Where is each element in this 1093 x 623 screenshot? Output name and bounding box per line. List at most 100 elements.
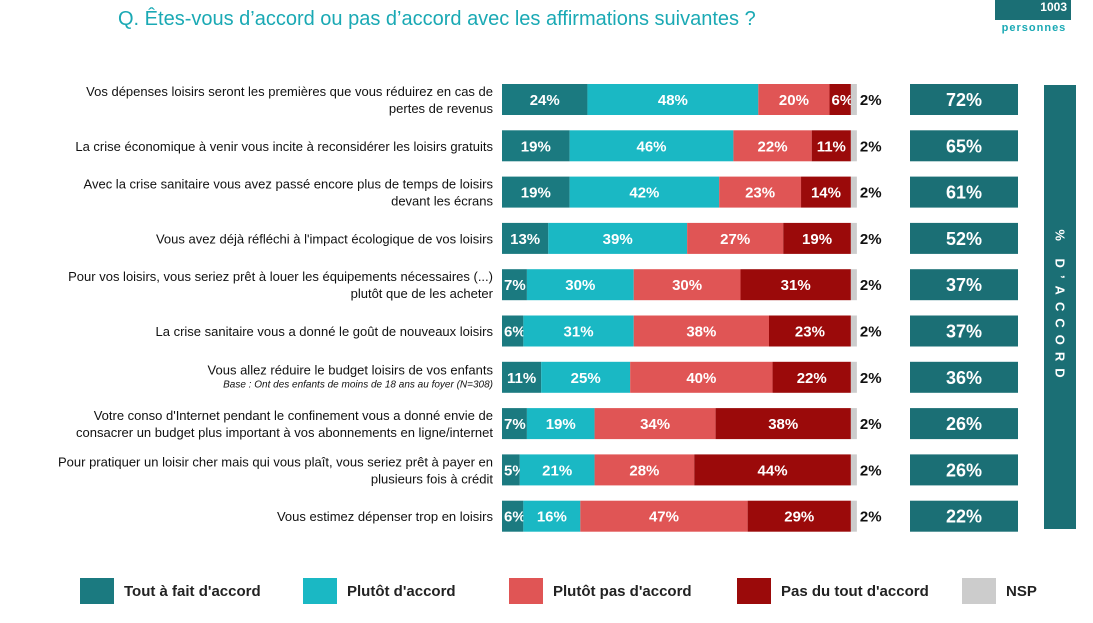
data-label-nsp: 2% — [860, 185, 882, 202]
bar-segment-plutot-pas — [580, 500, 748, 532]
legend-swatch — [303, 578, 337, 604]
data-label-nsp: 2% — [860, 92, 882, 109]
data-label-nsp: 2% — [860, 416, 882, 433]
category-label: Vous allez réduire le budget loisirs de … — [208, 362, 494, 377]
bar-segment-plutot — [569, 176, 720, 208]
bar-segment-plutot-pas — [630, 361, 773, 393]
base-unit: personnes — [1001, 22, 1067, 34]
data-label-tout-a-fait: 13% — [510, 231, 540, 248]
total-accord-box — [910, 130, 1018, 162]
bar-segment-pas-du-tout — [740, 269, 851, 301]
data-label-pas-du-tout: 31% — [781, 277, 811, 294]
legend-label: Plutôt pas d'accord — [553, 583, 692, 600]
data-label-plutot: 30% — [565, 277, 595, 294]
bar-segment-plutot-pas — [633, 315, 769, 347]
category-label: plutôt que de les acheter — [351, 286, 494, 301]
category-label: Pour pratiquer un loisir cher mais qui v… — [58, 454, 493, 469]
bar-segment-pas-du-tout — [747, 500, 851, 532]
total-accord-label: 52% — [946, 229, 982, 249]
bar-segment-plutot — [523, 500, 581, 532]
legend-label: Tout à fait d'accord — [124, 583, 261, 600]
total-accord-box — [910, 84, 1018, 115]
bar-segment-tout-a-fait — [502, 84, 588, 115]
bar-segment-nsp — [850, 408, 857, 440]
legend-label: Plutôt d'accord — [347, 583, 456, 600]
total-accord-box — [910, 454, 1018, 486]
data-label-pas-du-tout: 44% — [758, 462, 788, 479]
bar-segment-plutot-pas — [758, 84, 830, 115]
data-label-plutot-pas: 20% — [779, 92, 809, 109]
data-label-nsp: 2% — [860, 462, 882, 479]
bar-segment-pas-du-tout — [801, 176, 851, 208]
data-label-tout-a-fait: 19% — [521, 185, 551, 202]
total-accord-label: 37% — [946, 275, 982, 295]
data-label-plutot-pas: 34% — [640, 416, 670, 433]
total-accord-label: 61% — [946, 183, 982, 203]
category-label: pertes de revenus — [389, 101, 494, 116]
category-label: Votre conso d'Internet pendant le confin… — [94, 408, 493, 423]
category-label: La crise économique à venir vous incite … — [75, 139, 493, 154]
bar-segment-nsp — [850, 176, 857, 208]
data-label-pas-du-tout: 19% — [802, 231, 832, 248]
category-label: Vos dépenses loisirs seront les première… — [86, 84, 493, 99]
data-label-plutot-pas: 22% — [758, 138, 788, 155]
data-label-tout-a-fait: 11% — [507, 370, 536, 387]
base-count: 1003 — [1040, 0, 1067, 14]
category-label: Avec la crise sanitaire vous avez passé … — [84, 177, 494, 192]
data-label-nsp: 2% — [860, 231, 882, 248]
bar-segment-plutot — [548, 222, 688, 254]
bar-segment-plutot — [526, 408, 595, 440]
legend-swatch — [962, 578, 996, 604]
category-label: devant les écrans — [391, 194, 493, 209]
legend-swatch — [80, 578, 114, 604]
bar-segment-nsp — [850, 130, 857, 162]
total-accord-label: 37% — [946, 322, 982, 342]
bar-segment-nsp — [850, 84, 857, 115]
data-label-plutot-pas: 30% — [672, 277, 702, 294]
bar-segment-plutot-pas — [719, 176, 802, 208]
bar-segment-nsp — [850, 315, 857, 347]
accord-label: % D’ACCORD — [1052, 229, 1068, 385]
data-label-tout-a-fait: 7% — [504, 277, 526, 294]
data-label-nsp: 2% — [860, 277, 882, 294]
data-label-pas-du-tout: 11% — [817, 138, 846, 155]
bar-segment-nsp — [850, 361, 857, 393]
bar-segment-plutot-pas — [594, 408, 716, 440]
category-label: Pour vos loisirs, vous seriez prêt à lou… — [68, 269, 493, 284]
total-accord-label: 26% — [946, 460, 982, 480]
bar-segment-plutot — [569, 130, 734, 162]
bar-segment-plutot — [519, 454, 595, 486]
data-label-plutot: 39% — [603, 231, 633, 248]
data-label-plutot: 48% — [658, 92, 688, 109]
data-label-pas-du-tout: 14% — [811, 185, 841, 202]
data-label-tout-a-fait: 6% — [504, 509, 526, 526]
total-accord-box — [910, 500, 1018, 532]
legend: Tout à fait d'accord Plutôt d'accord Plu… — [0, 578, 1093, 608]
bar-segment-plutot — [541, 361, 631, 393]
bar-segment-plutot-pas — [633, 269, 741, 301]
bar-segment-pas-du-tout — [694, 454, 851, 486]
data-label-plutot-pas: 27% — [720, 231, 750, 248]
bar-segment-plutot-pas — [733, 130, 812, 162]
bar-segment-plutot — [526, 269, 634, 301]
data-label-plutot-pas: 40% — [686, 370, 716, 387]
data-label-plutot: 21% — [542, 462, 572, 479]
bar-segment-tout-a-fait — [502, 315, 524, 347]
total-accord-box — [910, 408, 1018, 440]
accord-band — [1044, 85, 1076, 529]
data-label-tout-a-fait: 6% — [504, 324, 526, 341]
bar-segment-tout-a-fait — [502, 222, 549, 254]
bar-segment-nsp — [850, 222, 857, 254]
question-title: Q. Êtes-vous d’accord ou pas d’accord av… — [118, 8, 756, 30]
bar-segment-plutot-pas — [687, 222, 784, 254]
bar-segment-plutot — [587, 84, 759, 115]
legend-label: Pas du tout d'accord — [781, 583, 929, 600]
bar-segment-pas-du-tout — [829, 84, 851, 115]
bar-segment-tout-a-fait — [502, 408, 527, 440]
data-label-plutot: 16% — [537, 509, 567, 526]
data-label-nsp: 2% — [860, 509, 882, 526]
base-count-box: 1003 — [995, 0, 1071, 20]
bar-segment-tout-a-fait — [502, 176, 570, 208]
total-accord-box — [910, 176, 1018, 208]
data-label-tout-a-fait: 7% — [504, 416, 526, 433]
